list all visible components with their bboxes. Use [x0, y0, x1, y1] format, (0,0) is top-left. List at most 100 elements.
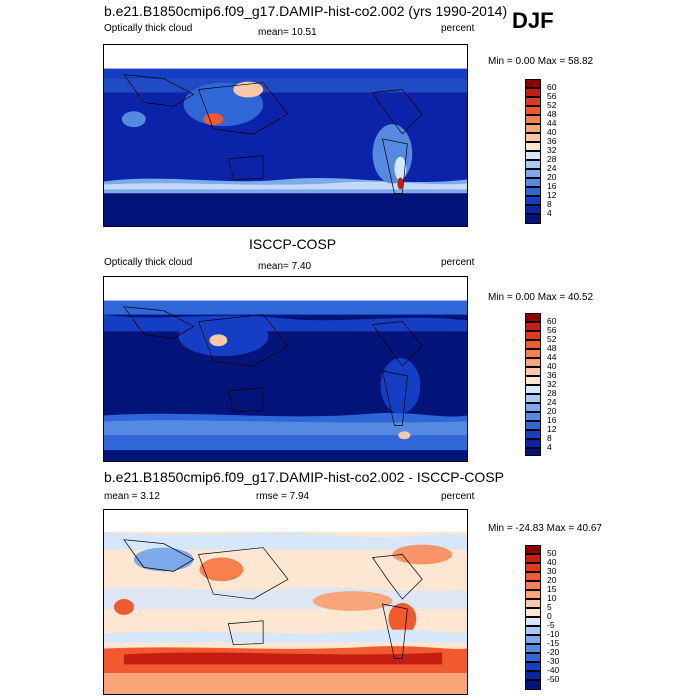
colorbar-3-tick-label: 5: [547, 602, 552, 612]
colorbar-3-bin: [525, 572, 541, 581]
colorbar-1-tick-label: 28: [547, 154, 557, 164]
panel-1-title: b.e21.B1850cmip6.f09_g17.DAMIP-hist-co2.…: [104, 3, 508, 19]
colorbar-1-bin: [525, 79, 541, 88]
colorbar-3-tick-label: 50: [547, 548, 557, 558]
colorbar-3-bin: [525, 590, 541, 599]
colorbar-1-bin: [525, 187, 541, 196]
colorbar-2-bin: [525, 412, 541, 421]
colorbar-1-bin: [525, 151, 541, 160]
colorbar-1-bin: [525, 196, 541, 205]
colorbar-2-tick-label: 4: [547, 442, 552, 452]
colorbar-1-bin: [525, 178, 541, 187]
panel-2-title: ISCCP-COSP: [249, 236, 337, 252]
colorbar-3-tick-label: 0: [547, 611, 552, 621]
colorbar-3-bin: [525, 635, 541, 644]
colorbar-1-tick-label: 40: [547, 127, 557, 137]
colorbar-1-bin: [525, 124, 541, 133]
colorbar-3-tick-label: -10: [547, 629, 560, 639]
colorbar-3-tick-label: 20: [547, 575, 557, 585]
colorbar-2-bin: [525, 439, 541, 448]
colorbar-2-tick-label: 28: [547, 388, 557, 398]
colorbar-2-bin: [525, 331, 541, 340]
colorbar-3-bin: [525, 599, 541, 608]
panel-3-title: b.e21.B1850cmip6.f09_g17.DAMIP-hist-co2.…: [104, 469, 504, 485]
colorbar-1-tick-label: 52: [547, 100, 557, 110]
colorbar-1-bin: [525, 160, 541, 169]
colorbar-2-tick-label: 16: [547, 415, 557, 425]
colorbar-3-tick-label: -50: [547, 674, 560, 684]
colorbar-1-tick-label: 24: [547, 163, 557, 173]
panel-1-map: [103, 44, 468, 227]
panel-1-mean-label: mean= 10.51: [258, 27, 317, 38]
colorbar-1-bin: [525, 205, 541, 214]
colorbar-1-bin: [525, 133, 541, 142]
colorbar-3-bin: [525, 563, 541, 572]
colorbar-2-tick-label: 44: [547, 352, 557, 362]
colorbar-1-tick-label: 56: [547, 91, 557, 101]
colorbar-1-bin: [525, 214, 541, 224]
colorbar-2-bin: [525, 358, 541, 367]
panel-3-min-max: Min = -24.83 Max = 40.67: [488, 523, 602, 534]
colorbar-3-tick-label: 30: [547, 566, 557, 576]
panel-3-mean-label: mean = 3.12: [104, 491, 160, 502]
colorbar-3-tick-label: -20: [547, 647, 560, 657]
colorbar-1-tick-label: 4: [547, 208, 552, 218]
colorbar-3-bin: [525, 653, 541, 662]
colorbar-2-bin: [525, 376, 541, 385]
colorbar-2-bin: [525, 313, 541, 322]
colorbar-2-bin: [525, 349, 541, 358]
colorbar-2-bin: [525, 385, 541, 394]
colorbar-2-bin: [525, 430, 541, 439]
colorbar-1-tick-label: 32: [547, 145, 557, 155]
colorbar-2-tick-label: 56: [547, 325, 557, 335]
colorbar-1-tick-label: 36: [547, 136, 557, 146]
colorbar-2-tick-label: 12: [547, 424, 557, 434]
colorbar-1-bin: [525, 115, 541, 124]
colorbar-3-bin: [525, 644, 541, 653]
colorbar-3-tick-label: -5: [547, 620, 555, 630]
colorbar-2-tick-label: 48: [547, 343, 557, 353]
panel-2-variable-label: Optically thick cloud: [104, 257, 193, 268]
colorbar-1-tick-label: 12: [547, 190, 557, 200]
colorbar-3-bin: [525, 626, 541, 635]
colorbar-1-bin: [525, 142, 541, 151]
colorbar-2-tick-label: 40: [547, 361, 557, 371]
panel-2-units-label: percent: [441, 257, 475, 268]
colorbar-3-tick-label: 10: [547, 593, 557, 603]
colorbar-1-bin: [525, 106, 541, 115]
season-label: DJF: [512, 8, 554, 33]
colorbar-3-bin: [525, 680, 541, 690]
colorbar-2-tick-label: 24: [547, 397, 557, 407]
colorbar-1-tick-label: 60: [547, 82, 557, 92]
colorbar-1-tick-label: 8: [547, 199, 552, 209]
colorbar-3-tick-label: 40: [547, 557, 557, 567]
colorbar-2-bin: [525, 340, 541, 349]
colorbar-3-tick-label: -30: [547, 656, 560, 666]
panel-1-colorbar: 60 56 52 48 44 40 36 32 28 24 20 16 12 8…: [525, 79, 556, 224]
colorbar-3-bin: [525, 608, 541, 617]
colorbar-2-tick-label: 20: [547, 406, 557, 416]
panel-2-colorbar: 60 56 52 48 44 40 36 32 28 24 20 16 12 8…: [525, 313, 556, 456]
panel-3-map: [103, 509, 468, 695]
colorbar-2-tick-label: 36: [547, 370, 557, 380]
colorbar-1-tick-label: 44: [547, 118, 557, 128]
colorbar-1-tick-label: 16: [547, 181, 557, 191]
panel-3-units-label: percent: [441, 491, 475, 502]
colorbar-3-bin: [525, 662, 541, 671]
panel-2-min-max: Min = 0.00 Max = 40.52: [488, 292, 594, 303]
colorbar-2-bin: [525, 367, 541, 376]
colorbar-1-bin: [525, 169, 541, 178]
colorbar-2-bin: [525, 322, 541, 331]
colorbar-1-bin: [525, 88, 541, 97]
colorbar-3-bin: [525, 581, 541, 590]
panel-1-variable-label: Optically thick cloud: [104, 23, 193, 34]
colorbar-2-tick-label: 32: [547, 379, 557, 389]
colorbar-2-bin: [525, 403, 541, 412]
colorbar-3-bin: [525, 671, 541, 680]
colorbar-2-tick-label: 52: [547, 334, 557, 344]
colorbar-3-bin: [525, 617, 541, 626]
colorbar-2-tick-label: 60: [547, 316, 557, 326]
colorbar-1-tick-label: 48: [547, 109, 557, 119]
colorbar-2-bin: [525, 448, 541, 456]
colorbar-2-bin: [525, 394, 541, 403]
